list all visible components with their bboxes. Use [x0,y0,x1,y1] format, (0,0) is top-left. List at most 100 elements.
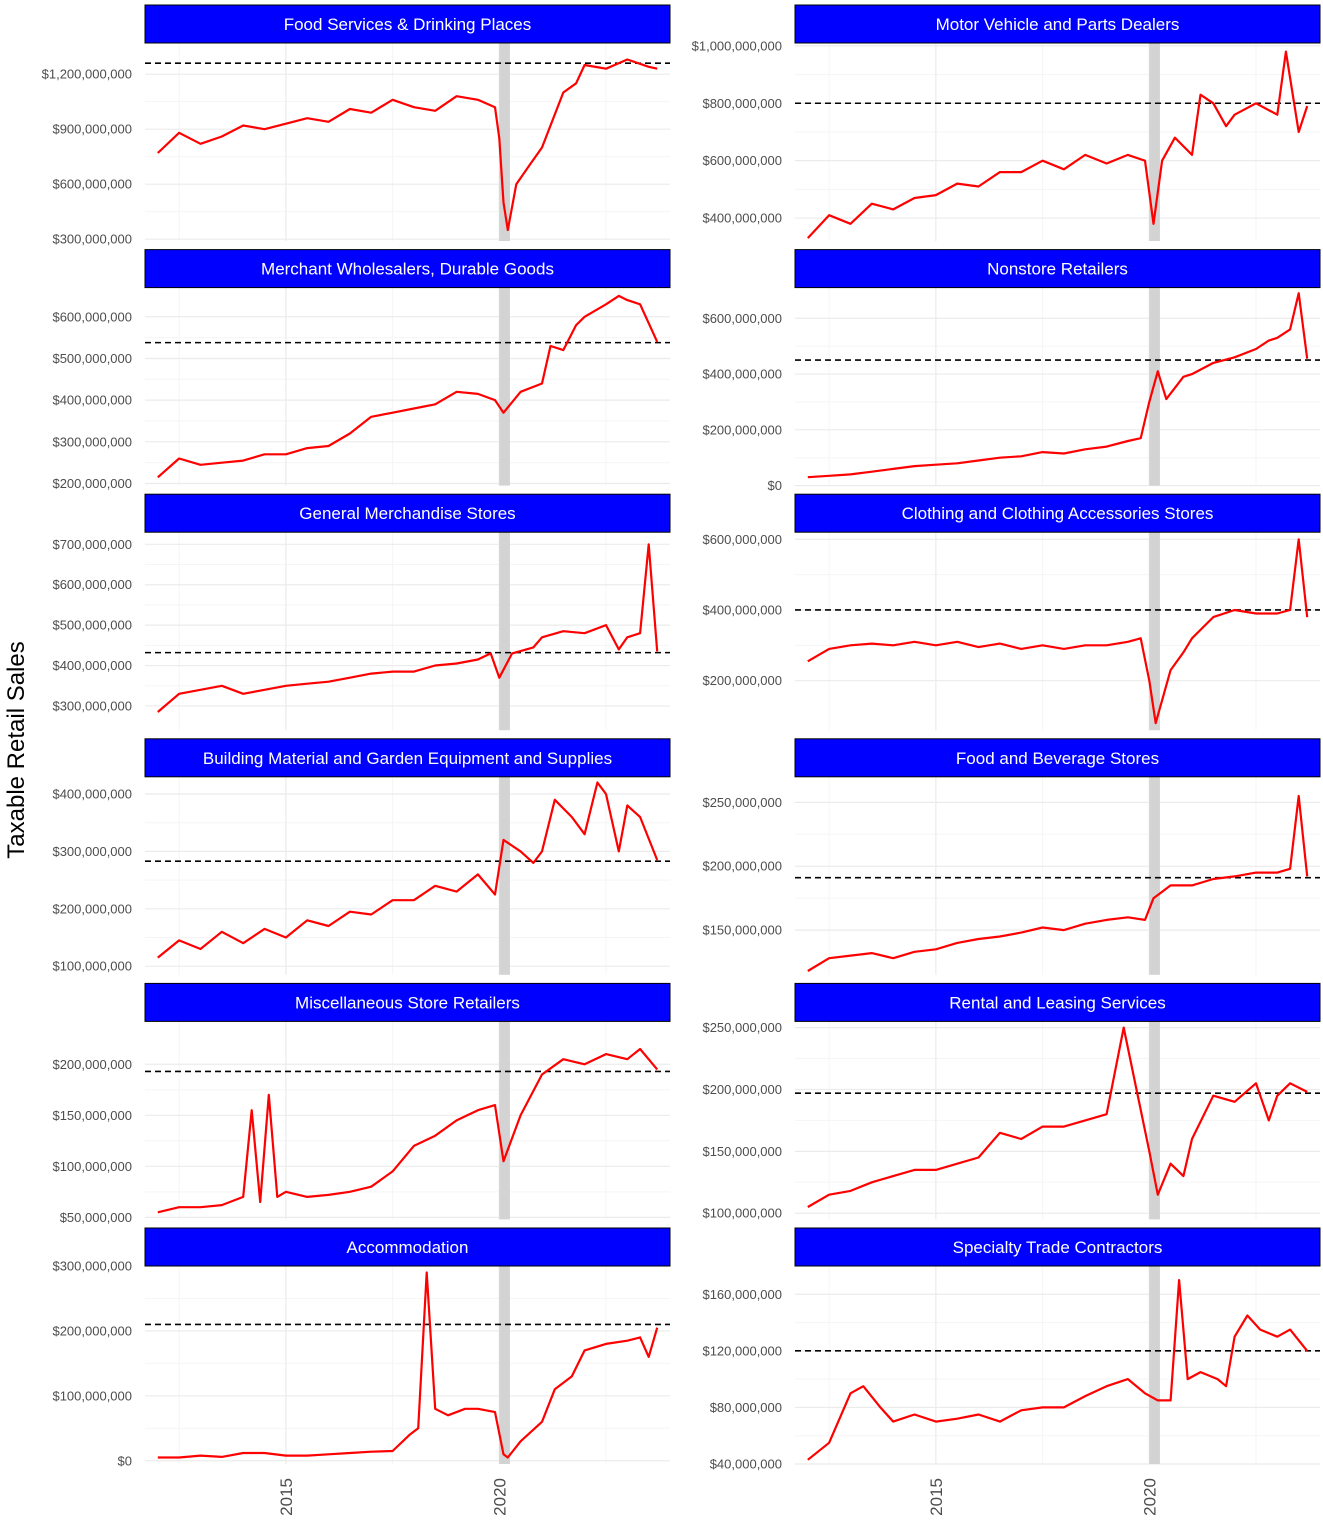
y-tick-label: $600,000,000 [702,153,782,168]
y-tick-label: $1,200,000,000 [42,67,132,82]
y-tick-label: $160,000,000 [702,1287,782,1302]
y-tick-label: $80,000,000 [710,1400,782,1415]
panel-12: $40,000,000 $80,000,000 $120,000,000 $160,0… [702,1227,1321,1472]
panel-5: $300,000,000 $400,000,000 $500,000,000 $600… [52,493,671,731]
y-tick-label: $0 [768,478,782,493]
y-tick-label: $0 [118,1453,132,1468]
y-tick-label: $50,000,000 [60,1210,132,1225]
y-tick-label: $250,000,000 [702,795,782,810]
y-tick-label: $500,000,000 [52,351,132,366]
panel-title: Clothing and Clothing Accessories Stores [902,504,1214,523]
panel-strip [144,1227,671,1267]
panel-7: $100,000,000 $200,000,000 $300,000,000 $400… [52,738,671,975]
series-line [157,58,658,232]
y-tick-label: $200,000,000 [52,476,132,491]
panel-strip [794,1227,1321,1267]
panel-title: Specialty Trade Contractors [953,1238,1163,1257]
y-tick-label: $150,000,000 [52,1108,132,1123]
shaded-band [499,287,510,486]
panel-strip [794,493,1321,533]
y-tick-label: $400,000,000 [702,602,782,617]
y-tick-label: $600,000,000 [52,177,132,192]
y-tick-label: $400,000,000 [702,211,782,226]
y-tick-label: $200,000,000 [52,901,132,916]
y-tick-label: $1,000,000,000 [692,38,782,53]
y-tick-label: $100,000,000 [702,1206,782,1221]
y-tick-label: $250,000,000 [702,1020,782,1035]
shaded-band [499,1021,510,1220]
panel-11: $0 $100,000,000 $200,000,000 $300,000,000 Ac… [52,1227,671,1468]
panel-strip [794,4,1321,44]
series-line [157,294,659,479]
y-tick-label: $100,000,000 [52,959,132,974]
series-line [806,50,1309,239]
y-tick-label: $200,000,000 [702,1082,782,1097]
shaded-band [1149,776,1160,975]
series-line [157,543,659,713]
series-line [807,1026,1308,1208]
panel-10: $100,000,000 $150,000,000 $200,000,000 $250… [702,982,1321,1221]
panel-strip [144,4,671,44]
x-tick-label: 2015 [927,1478,946,1516]
shaded-band [1149,532,1160,731]
x-tick-label: 2015 [277,1478,296,1516]
panel-strip [144,493,671,533]
panel-strip [794,982,1321,1022]
shaded-band [499,532,510,731]
y-tick-label: $600,000,000 [702,311,782,326]
panel-strip [794,249,1321,289]
y-axis-title: Taxable Retail Sales [3,641,30,858]
y-tick-label: $400,000,000 [702,367,782,382]
series-line [157,781,659,959]
panel-2: $400,000,000 $600,000,000 $800,000,000 $1,0… [692,4,1321,241]
series-line [807,1278,1309,1461]
panel-title: Nonstore Retailers [987,260,1128,279]
panel-title: Rental and Leasing Services [949,993,1165,1012]
panel-9: $50,000,000 $100,000,000 $150,000,000 $200,… [52,982,671,1225]
y-tick-label: $150,000,000 [702,923,782,938]
panel-1: $300,000,000 $600,000,000 $900,000,000 $1,2… [42,4,671,247]
y-tick-label: $100,000,000 [52,1388,132,1403]
panel-title: Food and Beverage Stores [956,749,1159,768]
y-tick-label: $200,000,000 [52,1057,132,1072]
y-tick-label: $600,000,000 [52,309,132,324]
series-line [157,1047,659,1214]
y-tick-label: $900,000,000 [52,122,132,137]
y-tick-label: $700,000,000 [52,537,132,552]
series-line [157,1271,659,1459]
panel-strip [144,982,671,1022]
y-tick-label: $800,000,000 [702,96,782,111]
y-tick-label: $600,000,000 [52,577,132,592]
shaded-band [499,43,510,241]
panel-6: $200,000,000 $400,000,000 $600,000,000 Clot… [702,493,1321,731]
panel-3: $200,000,000 $300,000,000 $400,000,000 $500… [52,249,671,491]
series-line [807,538,1309,725]
panel-8: $150,000,000 $200,000,000 $250,000,000 Food… [702,738,1321,975]
shaded-band [499,1266,510,1464]
y-tick-label: $200,000,000 [702,422,782,437]
x-tick-label: 2020 [490,1478,509,1516]
shaded-band [1149,1266,1160,1464]
y-tick-label: $400,000,000 [52,658,132,673]
y-tick-label: $200,000,000 [702,673,782,688]
panel-strip [144,738,671,778]
y-tick-label: $120,000,000 [702,1343,782,1358]
y-tick-label: $200,000,000 [52,1323,132,1338]
y-tick-label: $300,000,000 [52,434,132,449]
panel-title: Motor Vehicle and Parts Dealers [936,15,1180,34]
shaded-band [499,776,510,975]
series-line [807,292,1309,479]
x-axis-labels: 2015 2020 2015 2020 [277,1478,1159,1516]
y-tick-label: $400,000,000 [52,393,132,408]
y-tick-label: $300,000,000 [52,1259,132,1274]
panel-title: Merchant Wholesalers, Durable Goods [261,260,554,279]
y-tick-label: $400,000,000 [52,787,132,802]
x-tick-label: 2020 [1140,1478,1159,1516]
panel-strip [144,249,671,289]
panels: $300,000,000 $600,000,000 $900,000,000 $1,2… [42,4,1321,1472]
y-tick-label: $150,000,000 [702,1144,782,1159]
panel-title: Miscellaneous Store Retailers [295,993,520,1012]
y-tick-label: $300,000,000 [52,232,132,247]
panel-4: $0 $200,000,000 $400,000,000 $600,000,000 No… [702,249,1321,493]
